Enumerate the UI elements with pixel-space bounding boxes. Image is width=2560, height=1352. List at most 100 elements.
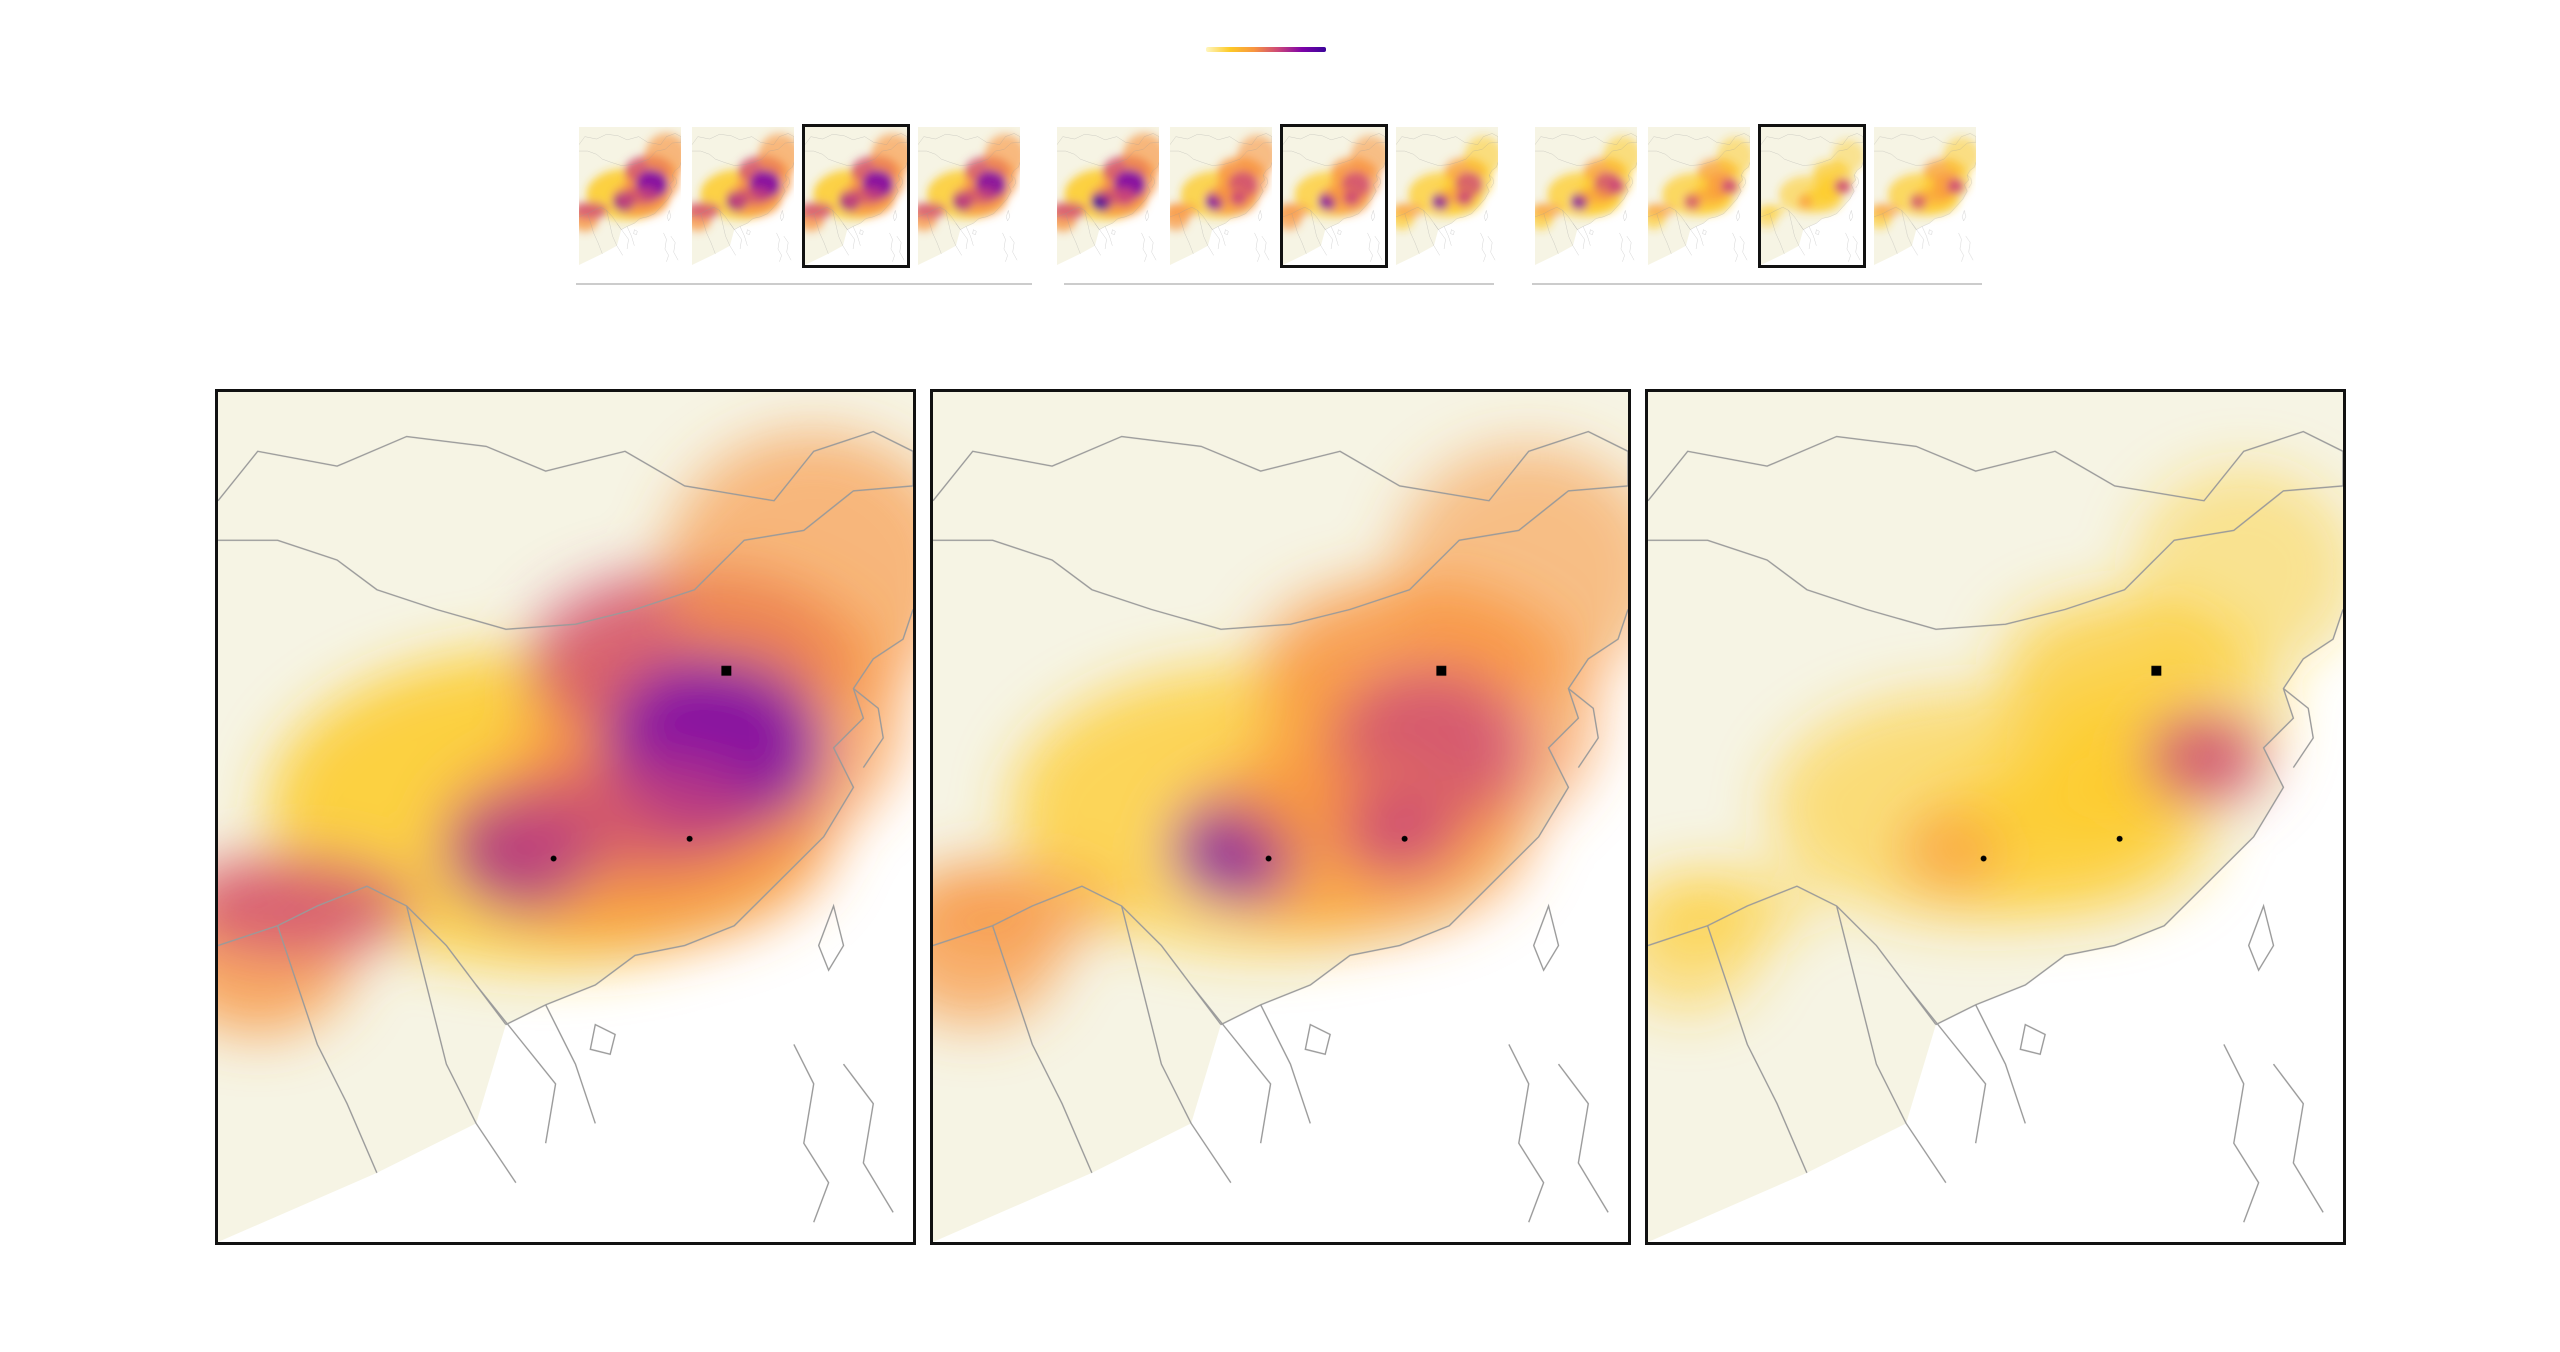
- pollution-field: [1648, 467, 2343, 1012]
- thumbnail-map[interactable]: [1054, 124, 1162, 268]
- border-line: [1212, 162, 1272, 230]
- border-line: [793, 1044, 830, 1223]
- border-line: [1815, 229, 1820, 235]
- border-line: [817, 903, 845, 972]
- border-line: [700, 213, 716, 254]
- pollution-blob: [1717, 137, 1750, 175]
- pollution-field: [692, 133, 794, 232]
- border-line: [847, 162, 907, 230]
- map-panel-3[interactable]: [1645, 389, 2346, 1245]
- pollution-field: [918, 134, 1020, 231]
- border-line: [933, 885, 1222, 1025]
- pollution-blob: [1943, 137, 1976, 175]
- border-line: [1572, 223, 1585, 249]
- border-line: [1260, 1004, 1311, 1124]
- thumbnail-group-3: [1532, 124, 1982, 285]
- thumbnail-map[interactable]: [1280, 124, 1388, 268]
- border-line: [1480, 232, 1486, 262]
- border-line: [1656, 213, 1672, 254]
- border-line: [734, 162, 794, 230]
- border-line: [1484, 210, 1488, 222]
- border-line: [1443, 226, 1452, 246]
- pollution-field: [579, 133, 681, 232]
- pollution-blob: [1648, 869, 1816, 943]
- border-line: [926, 213, 942, 254]
- border-line: [545, 1004, 596, 1124]
- thumbnail-map[interactable]: [915, 124, 1023, 268]
- border-line: [1011, 175, 1016, 189]
- border-line: [1562, 210, 1579, 256]
- border-line: [579, 133, 681, 166]
- border-line: [1084, 210, 1101, 256]
- border-line: [1170, 207, 1213, 230]
- border-line: [1057, 207, 1100, 230]
- thumbnail-map[interactable]: [1532, 124, 1640, 268]
- border-line: [991, 925, 1093, 1174]
- thumbnail-map[interactable]: [1167, 124, 1275, 268]
- thumbnail-map[interactable]: [1645, 124, 1753, 268]
- thumbnail-map[interactable]: [689, 124, 797, 268]
- border-line: [1535, 133, 1637, 166]
- border-line: [852, 226, 861, 246]
- border-line: [1487, 236, 1496, 261]
- border-line: [960, 162, 1020, 230]
- thumbnail-map[interactable]: [1393, 124, 1501, 268]
- border-line: [1371, 210, 1375, 222]
- pollution-blob: [2133, 467, 2343, 673]
- border-line: [1928, 229, 1933, 235]
- border-line: [842, 1063, 894, 1213]
- border-line: [1104, 226, 1113, 246]
- border-line: [933, 430, 1628, 630]
- pollution-hotspot: [727, 194, 746, 209]
- border-line: [1702, 229, 1707, 235]
- city-marker-square: [721, 665, 732, 676]
- border-line: [1532, 903, 1560, 972]
- border-line: [1557, 1063, 1609, 1213]
- city-marker-dot-east: [686, 835, 693, 842]
- pollution-blob: [1237, 135, 1272, 177]
- thumbnail-map[interactable]: [1758, 124, 1866, 268]
- border-line: [2019, 1023, 2046, 1056]
- map-panel-2[interactable]: [930, 389, 1631, 1245]
- border-line: [746, 229, 751, 235]
- pollution-hotspot: [1946, 179, 1965, 194]
- border-line: [1962, 210, 1966, 222]
- pollution-blob: [933, 861, 1120, 951]
- border-line: [1145, 210, 1149, 222]
- border-line: [276, 925, 378, 1174]
- map-panel-1[interactable]: [215, 389, 916, 1245]
- border-line: [1905, 984, 1987, 1144]
- border-line: [1852, 236, 1861, 261]
- pollution-hotspot: [840, 194, 859, 209]
- pollution-hotspot: [1116, 191, 1135, 206]
- border-line: [1845, 232, 1851, 262]
- pollution-blob: [1283, 203, 1311, 218]
- border-line: [918, 133, 1020, 166]
- border-line: [1648, 430, 2343, 630]
- pollution-blob: [1464, 136, 1498, 176]
- city-marker-dot-west: [1980, 855, 1987, 862]
- border-line: [813, 213, 829, 254]
- thumbnail-strip: [0, 124, 2560, 294]
- border-line: [1006, 210, 1010, 222]
- pollution-field: [1170, 135, 1272, 231]
- thumbnail-map[interactable]: [802, 124, 910, 268]
- border-line: [1009, 236, 1018, 261]
- thumbnail-map[interactable]: [576, 124, 684, 268]
- border-line: [2282, 687, 2314, 768]
- border-line: [893, 210, 897, 222]
- border-line: [1535, 207, 1578, 230]
- border-line: [1882, 213, 1898, 254]
- border-line: [1150, 175, 1155, 189]
- border-line: [1582, 226, 1591, 246]
- pollution-hotspot: [1455, 191, 1474, 206]
- border-line: [218, 430, 913, 630]
- border-line: [972, 229, 977, 235]
- border-line: [842, 223, 855, 249]
- pollution-field: [933, 445, 1628, 1026]
- border-line: [1220, 609, 1628, 1026]
- thumbnail-map[interactable]: [1871, 124, 1979, 268]
- border-line: [218, 885, 507, 1025]
- pollution-blob: [1603, 136, 1637, 176]
- border-line: [1695, 226, 1704, 246]
